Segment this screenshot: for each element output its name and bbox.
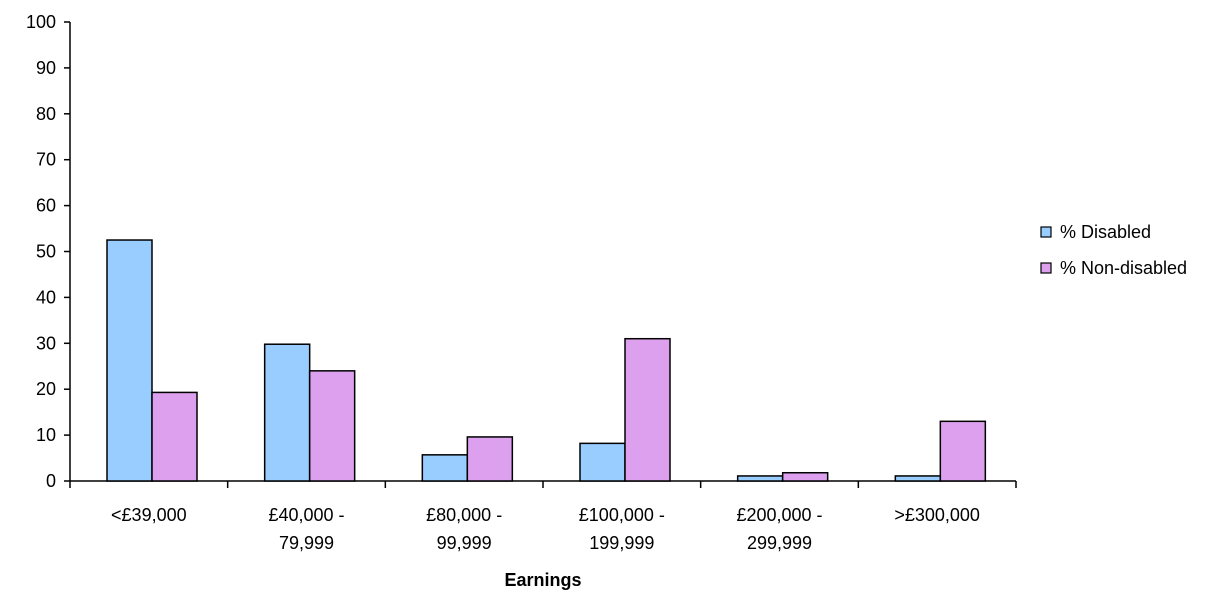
x-tick-label: 199,999	[589, 533, 654, 553]
legend: % Disabled % Non-disabled	[1040, 222, 1187, 278]
y-tick-label: 90	[36, 58, 56, 78]
y-tick-label: 70	[36, 150, 56, 170]
bar-non-disabled-3	[624, 337, 671, 482]
bar-disabled-0	[106, 239, 153, 482]
x-axis	[69, 480, 1017, 488]
bar-disabled-1	[263, 343, 311, 482]
y-tick-label: 40	[36, 287, 56, 307]
x-tick-label: £200,000 -	[736, 505, 822, 525]
bar-non-disabled-4	[781, 471, 829, 482]
y-tick-label: 80	[36, 104, 56, 124]
x-tick-label: £40,000 -	[268, 505, 344, 525]
bar-disabled-4	[736, 475, 784, 482]
bars-group	[106, 239, 987, 482]
legend-label: % Non-disabled	[1060, 258, 1187, 278]
bar-non-disabled-1	[308, 370, 356, 482]
bar-disabled-3	[579, 442, 626, 482]
category-labels: <£39,000 £40,000 - 79,999 £80,000 - 99,999 £1…	[111, 505, 980, 553]
y-tick-label: 10	[36, 425, 56, 445]
legend-label: % Disabled	[1060, 222, 1151, 242]
y-tick-label: 50	[36, 242, 56, 262]
bar-disabled-2	[421, 454, 469, 482]
y-tick-label: 30	[36, 333, 56, 353]
legend-swatch	[1040, 262, 1052, 274]
y-tick-label: 20	[36, 379, 56, 399]
bar-non-disabled-5	[939, 420, 987, 482]
x-tick-label: £80,000 -	[426, 505, 502, 525]
y-tick-label: 0	[46, 471, 56, 491]
legend-swatch	[1040, 226, 1052, 238]
y-tick-label: 60	[36, 196, 56, 216]
x-tick-label: >£300,000	[894, 505, 980, 525]
x-tick-label: 99,999	[437, 533, 492, 553]
x-tick-label: 299,999	[747, 533, 812, 553]
x-tick-label: <£39,000	[111, 505, 187, 525]
x-tick-label: £100,000 -	[579, 505, 665, 525]
x-tick-label: 79,999	[279, 533, 334, 553]
bar-disabled-5	[894, 475, 942, 482]
y-tick-label: 100	[26, 12, 56, 32]
bar-non-disabled-0	[151, 391, 198, 482]
x-axis-title: Earnings	[504, 570, 581, 590]
bar-non-disabled-2	[466, 436, 514, 482]
y-axis: 0 10 20 30 40 50 60 70 80 90 100	[26, 12, 71, 491]
